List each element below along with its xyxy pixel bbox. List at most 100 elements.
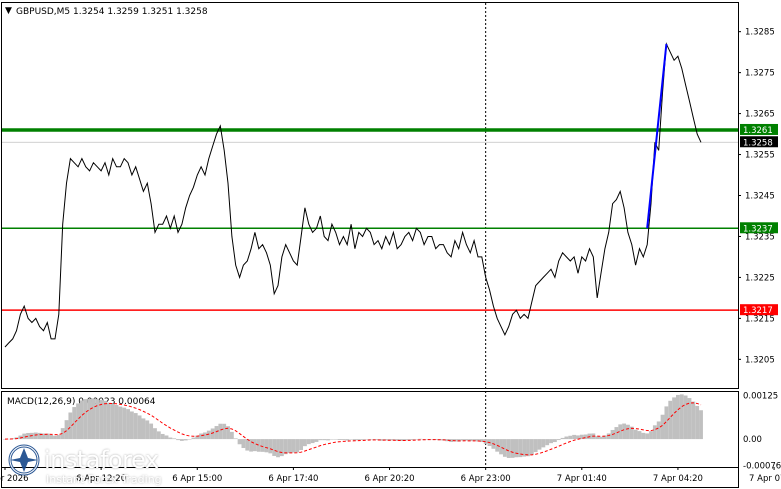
macd-histogram-bar [249,439,254,452]
macd-histogram-bar [329,439,334,440]
y-tick-label: 1.3205 [745,355,775,365]
macd-histogram-bar [626,424,630,440]
chart-title: GBPUSD,M5 1.3254 1.3259 1.3251 1.3258 [16,7,208,17]
macd-histogram-bar [283,439,288,455]
macd-histogram-bar [622,423,627,440]
macd-histogram-bar [191,437,196,440]
macd-histogram-bar [291,439,296,453]
macd-histogram-bar [645,433,650,440]
macd-histogram-bar [49,434,54,440]
macd-histogram-bar [314,439,319,442]
macd-histogram-bar [83,399,88,440]
macd-histogram-bar [110,403,115,440]
main-plot-frame [1,2,739,389]
macd-histogram-bar [114,404,119,440]
macd-histogram-bar [68,412,73,440]
macd-histogram-bar [660,414,665,440]
macd-histogram-bar [418,438,423,440]
macd-histogram-bar [122,407,127,440]
macd-histogram-bar [641,432,646,440]
macd-histogram-bar [299,439,304,451]
macd-histogram-bar [391,439,396,441]
macd-histogram-bar [172,438,177,440]
chart-menu-arrow[interactable]: ▼ [5,6,12,16]
macd-histogram-bar [629,426,634,440]
macd-histogram-bar [529,439,534,455]
macd-histogram-bar [256,439,261,452]
macd-histogram-bar [87,398,92,440]
macd-histogram-bar [522,439,527,457]
macd-histogram-bar [637,431,642,440]
macd-histogram-bar [3,439,7,440]
macd-histogram-bar [552,439,557,443]
macd-histogram-bar [664,406,669,440]
macd-histogram-bar [99,400,104,440]
level-label-1-3217: 1.3217 [743,306,773,316]
macd-histogram-bar [37,432,42,440]
macd-histogram-bar [322,439,327,441]
macd-histogram-bar [141,418,146,440]
macd-histogram-bar [53,435,57,440]
macd-histogram-bar [187,439,192,440]
watermark-tagline: Instant Forex Trading [46,473,162,486]
macd-histogram-bar [449,439,453,443]
macd-histogram-bar [406,439,411,440]
x-tick-label: 7 Apr 04:20 [653,474,703,484]
macd-histogram-bar [18,435,23,440]
macd-histogram-bar [595,436,600,440]
macd-histogram-bar [56,434,61,440]
level-label-1-3261-bg [740,123,778,135]
macd-histogram-bar [60,428,65,440]
y-tick-label: 1.3265 [745,110,775,120]
macd-histogram-bar [210,428,215,440]
macd-histogram-bar [510,439,515,458]
macd-histogram-bar [164,435,169,440]
macd-histogram-bar [368,439,373,440]
macd-histogram-bar [72,407,77,440]
macd-histogram-bar [214,426,219,440]
macd-histogram-bar [568,435,573,440]
macd-histogram-bar [195,435,200,440]
macd-histogram-bar [333,439,338,440]
macd-histogram-bar [179,439,184,441]
macd-histogram-bar [464,439,469,441]
macd-histogram-bar [602,435,607,440]
macd-histogram-bar [64,420,69,440]
level-label-1-3237: 1.3237 [743,224,773,234]
macd-histogram-bar [287,439,292,454]
macd-histogram-bar [326,439,330,441]
level-label-1-3237-bg [740,222,778,234]
macd-histogram-bar [652,425,657,440]
macd-histogram-bar [222,423,227,440]
macd-histogram-bar [502,439,507,457]
trend-segment-line [646,43,668,229]
macd-histogram-bar [22,433,27,440]
y-tick-label: 1.3245 [745,192,775,202]
macd-histogram-bar [353,439,357,441]
macd-histogram-bar [479,439,484,443]
macd-histogram-bar [33,432,38,440]
macd-histogram-bar [460,439,465,441]
macd-histogram-bar [149,423,154,440]
macd-histogram-bar [429,439,434,440]
x-tick-label: 6 Apr 17:40 [268,474,318,484]
watermark-brand: instaforex [44,446,159,474]
macd-histogram-bar [545,439,550,446]
macd-histogram-bar [133,413,138,440]
macd-histogram-bar [337,439,342,440]
macd-histogram-bar [26,432,30,440]
macd-histogram-bar [156,431,161,440]
instaforex-logo [8,444,40,476]
macd-histogram-bar [253,439,257,452]
macd-histogram-bar [683,395,688,440]
macd-histogram-bar [118,406,123,440]
y-tick-label: 1.3285 [745,28,775,38]
macd-histogram-bar [541,439,546,448]
y-tick-label: 1.3225 [745,273,775,283]
macd-histogram-bar [153,428,157,440]
macd-histogram-bar [199,433,204,440]
macd-histogram-bar [402,439,407,441]
y-tick-label: 1.3235 [745,232,775,242]
macd-histogram-bar [260,439,265,452]
